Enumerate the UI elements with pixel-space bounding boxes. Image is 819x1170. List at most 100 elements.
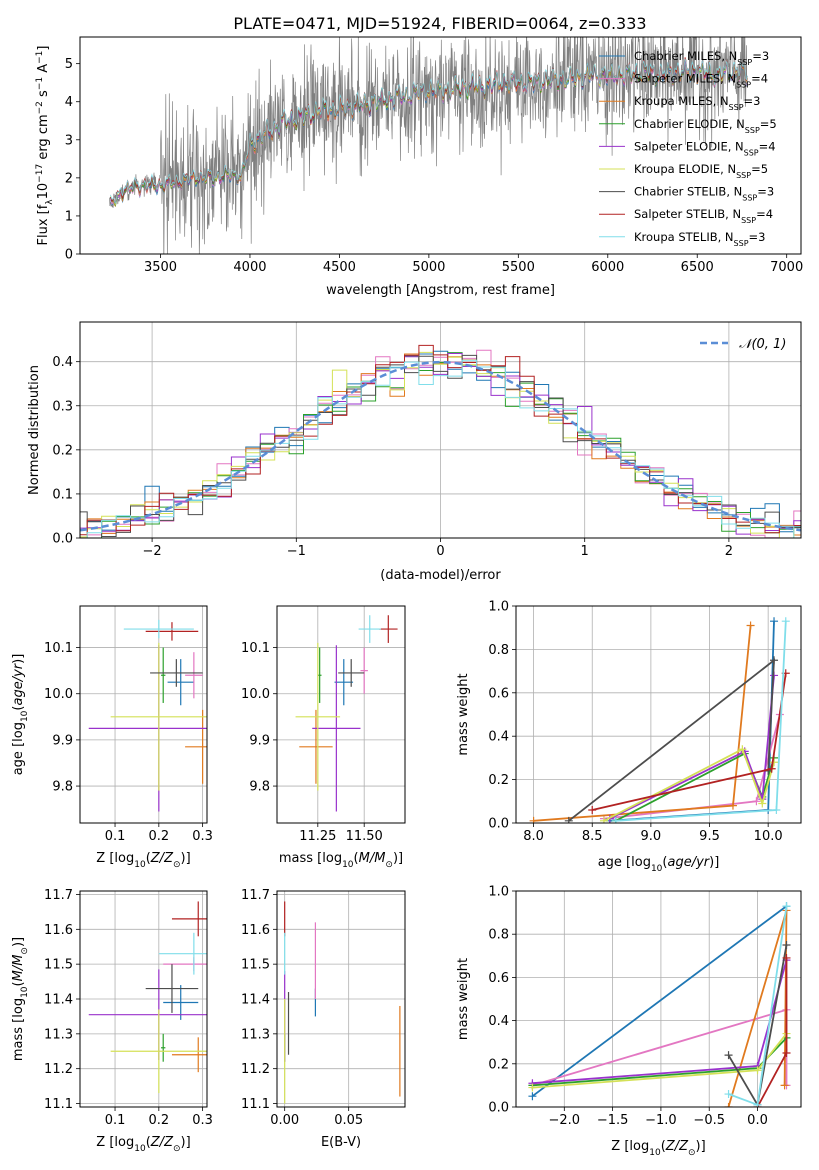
legend-sub: SSP bbox=[736, 171, 751, 180]
label-part: ⊙ bbox=[385, 860, 393, 870]
model-line-kroupa-stelib bbox=[110, 58, 748, 205]
x-tick-label: 0.05 bbox=[334, 1113, 363, 1128]
legend-entry: Kroupa ELODIE, NSSP=5 bbox=[634, 162, 768, 180]
weight-marker-chabrier-miles bbox=[528, 1092, 537, 1101]
legend-entry: Chabrier ELODIE, NSSP=5 bbox=[634, 117, 777, 135]
y-tick-label: 0.2 bbox=[488, 773, 509, 788]
y-tick-label: 11.6 bbox=[44, 923, 73, 938]
legend-name: Salpeter STELIB, N bbox=[634, 207, 741, 221]
legend-value: =3 bbox=[744, 94, 761, 108]
y-axis-label: mass [log10(M/M⊙)] bbox=[11, 937, 30, 1061]
label-part: )] bbox=[696, 1139, 706, 1154]
x-tick-label: 7000 bbox=[770, 260, 803, 275]
x-tick-label: −2.0 bbox=[549, 1113, 581, 1128]
legend-value: =4 bbox=[759, 139, 776, 153]
weight-marker-salpeter-stelib bbox=[782, 1049, 791, 1057]
y-tick-label: 10.1 bbox=[44, 641, 73, 656]
legend-entry: Salpeter MILES, NSSP=4 bbox=[634, 72, 768, 90]
weight-line-kroupa-miles bbox=[533, 625, 752, 822]
y-tick-label: 0.6 bbox=[488, 686, 509, 701]
x-tick-label: 9.5 bbox=[699, 829, 720, 844]
panel-weight-vs-Z: −2.0 −1.5 −1.0 −0.5 0.0 0.0 0.2 0.4 0.6 0.8 1.0 Z [… bbox=[456, 885, 802, 1158]
legend-entry: Kroupa MILES, NSSP=3 bbox=[634, 94, 760, 112]
label-part: )] bbox=[11, 937, 26, 947]
legend-sub: SSP bbox=[734, 238, 749, 247]
y-tick-label: 0.0 bbox=[52, 532, 73, 547]
y-tick-label: 11.6 bbox=[241, 923, 270, 938]
weight-marker-kroupa-miles bbox=[780, 1081, 789, 1090]
y-tick-label: 0.0 bbox=[488, 1101, 509, 1116]
y-tick-label: 0.4 bbox=[488, 730, 509, 745]
legend-value: =5 bbox=[751, 162, 768, 176]
x-tick-label: 9.0 bbox=[641, 829, 662, 844]
legend-value: =3 bbox=[757, 185, 774, 199]
x-tick-label: 0.0 bbox=[747, 1113, 768, 1128]
weight-marker-chabrier-stelib bbox=[782, 941, 791, 949]
label-part: 10 bbox=[342, 860, 354, 870]
x-axis-label: mass [log10(M/M⊙)] bbox=[279, 851, 403, 870]
label-part: log bbox=[322, 851, 342, 866]
y-tick-label: 0.6 bbox=[488, 971, 509, 986]
weight-marker-salpeter-stelib bbox=[767, 764, 776, 773]
label-part: 10 bbox=[649, 1148, 661, 1158]
histogram-chabrier-stelib bbox=[80, 354, 801, 537]
y-tick-label: 11.5 bbox=[241, 958, 270, 973]
label-part: λ bbox=[45, 199, 55, 205]
weight-marker-kroupa-miles bbox=[746, 621, 755, 630]
y-tick-label: 10.1 bbox=[241, 641, 270, 656]
gaussian-curve bbox=[80, 360, 801, 532]
axes-frame bbox=[515, 890, 802, 1108]
x-tick-label: 10.0 bbox=[754, 829, 783, 844]
y-axis-label: Flux [fλ10−17 erg cm−2 s−1 A−1] bbox=[35, 46, 55, 246]
weight-marker-kroupa-elodie bbox=[738, 745, 747, 754]
legend-sub: SSP bbox=[729, 103, 744, 112]
weight-marker-kroupa-elodie bbox=[599, 816, 608, 823]
y-tick-label: 5 bbox=[65, 57, 73, 72]
weight-marker-salpeter-stelib bbox=[782, 953, 791, 962]
label-part: −1 bbox=[35, 77, 45, 90]
y-tick-label: 0.4 bbox=[488, 1014, 509, 1029]
label-part: ] bbox=[36, 46, 51, 51]
legend-sub: SSP bbox=[745, 125, 760, 134]
legend-name: Salpeter ELODIE, N bbox=[634, 139, 744, 153]
y-tick-label: 3 bbox=[65, 133, 73, 148]
weight-marker-kroupa-miles bbox=[724, 1103, 733, 1107]
weight-line-salpeter-elodie bbox=[609, 675, 775, 820]
panel-residuals: −2 −1 0 1 2 0.0 0.1 0.2 0.3 0.4 𝒩(0, 1) (data-model… bbox=[27, 321, 802, 583]
x-axis-label: wavelength [Angstrom, rest frame] bbox=[326, 283, 555, 298]
y-tick-label: 11.1 bbox=[241, 1097, 270, 1112]
legend-name: Chabrier MILES, N bbox=[634, 49, 737, 63]
y-tick-label: 0.4 bbox=[52, 355, 73, 370]
histogram-kroupa-miles bbox=[80, 353, 801, 538]
label-part: age/yr bbox=[11, 662, 26, 705]
weight-marker-kroupa-stelib bbox=[772, 805, 781, 814]
y-tick-label: 1.0 bbox=[488, 885, 509, 900]
x-tick-label: −2 bbox=[143, 544, 162, 559]
weight-marker-kroupa-elodie bbox=[758, 799, 767, 808]
legend-name: Chabrier ELODIE, N bbox=[634, 117, 745, 131]
plot-area-spectrum bbox=[109, 37, 748, 254]
y-tick-label: 9.9 bbox=[249, 733, 270, 748]
x-tick-label: −1 bbox=[287, 544, 306, 559]
legend-entry: Chabrier MILES, NSSP=3 bbox=[634, 49, 769, 67]
x-axis-label: age [log10(age/yr)] bbox=[598, 855, 720, 874]
y-tick-label: 0 bbox=[65, 248, 73, 263]
x-tick-label: 0.3 bbox=[192, 1113, 213, 1128]
axes-frame bbox=[515, 605, 802, 824]
label-part: Z/Z bbox=[150, 1135, 174, 1150]
weight-line-kroupa-elodie bbox=[603, 747, 775, 822]
weight-marker-kroupa-miles bbox=[728, 801, 737, 810]
y-tick-label: 9.8 bbox=[249, 780, 270, 795]
plot-area-mass-vs-Z bbox=[88, 901, 207, 1094]
label-part: )] bbox=[393, 851, 403, 866]
y-tick-label: 9.8 bbox=[52, 780, 73, 795]
label-part: ⊙ bbox=[20, 947, 30, 955]
y-tick-label: 2 bbox=[65, 171, 73, 186]
weight-marker-kroupa-stelib bbox=[781, 617, 790, 626]
label-part: 10 bbox=[651, 864, 663, 874]
label-part: M/M bbox=[11, 955, 26, 982]
label-part: ⊙ bbox=[688, 1148, 696, 1158]
label-part: −1 bbox=[35, 51, 45, 64]
legend-value: =3 bbox=[749, 230, 766, 244]
legend-sub: SSP bbox=[741, 216, 756, 225]
